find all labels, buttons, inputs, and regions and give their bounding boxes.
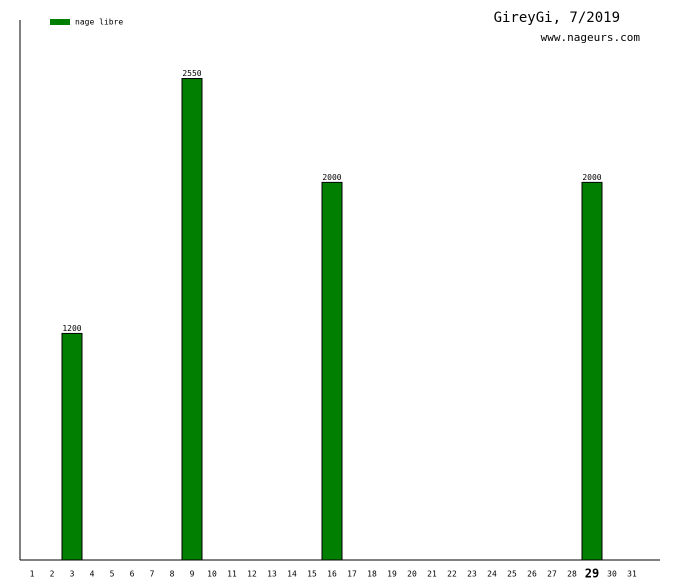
x-tick-label: 18 xyxy=(367,570,377,579)
x-tick-label: 12 xyxy=(247,570,257,579)
x-tick-label: 11 xyxy=(227,570,237,579)
bar xyxy=(321,181,343,561)
x-tick-label: 29 xyxy=(585,567,599,580)
x-tick-label: 27 xyxy=(547,570,557,579)
bar xyxy=(581,181,603,561)
value-label: 1200 xyxy=(62,324,81,333)
x-tick-label: 14 xyxy=(287,570,297,579)
value-label: 2000 xyxy=(582,173,601,182)
x-tick-label: 7 xyxy=(150,570,155,579)
chart-title: GireyGi, 7/2019 xyxy=(494,10,620,26)
x-tick-label: 21 xyxy=(427,570,437,579)
x-tick-label: 8 xyxy=(170,570,175,579)
x-tick-label: 17 xyxy=(347,570,357,579)
x-tick-label: 23 xyxy=(467,570,477,579)
x-tick-label: 19 xyxy=(387,570,397,579)
x-tick-label: 25 xyxy=(507,570,517,579)
chart-subtitle: www.nageurs.com xyxy=(541,31,641,44)
x-tick-label: 31 xyxy=(627,570,637,579)
x-tick-label: 9 xyxy=(190,570,195,579)
x-tick-label: 28 xyxy=(567,570,577,579)
x-tick-label: 16 xyxy=(327,570,337,579)
x-tick-label: 15 xyxy=(307,570,317,579)
x-tick-label: 13 xyxy=(267,570,277,579)
x-tick-label: 10 xyxy=(207,570,217,579)
value-label: 2000 xyxy=(322,173,341,182)
value-label: 2550 xyxy=(182,69,201,78)
x-tick-label: 3 xyxy=(70,570,75,579)
legend-swatch xyxy=(50,19,70,25)
x-tick-label: 2 xyxy=(50,570,55,579)
x-tick-label: 20 xyxy=(407,570,417,579)
x-tick-label: 22 xyxy=(447,570,457,579)
x-tick-label: 30 xyxy=(607,570,617,579)
x-tick-label: 5 xyxy=(110,570,115,579)
x-tick-label: 1 xyxy=(30,570,35,579)
x-tick-label: 26 xyxy=(527,570,537,579)
x-tick-label: 6 xyxy=(130,570,135,579)
bar xyxy=(61,332,83,561)
x-tick-label: 24 xyxy=(487,570,497,579)
bar xyxy=(181,78,203,561)
x-tick-label: 4 xyxy=(90,570,95,579)
legend-label: nage libre xyxy=(75,18,123,27)
